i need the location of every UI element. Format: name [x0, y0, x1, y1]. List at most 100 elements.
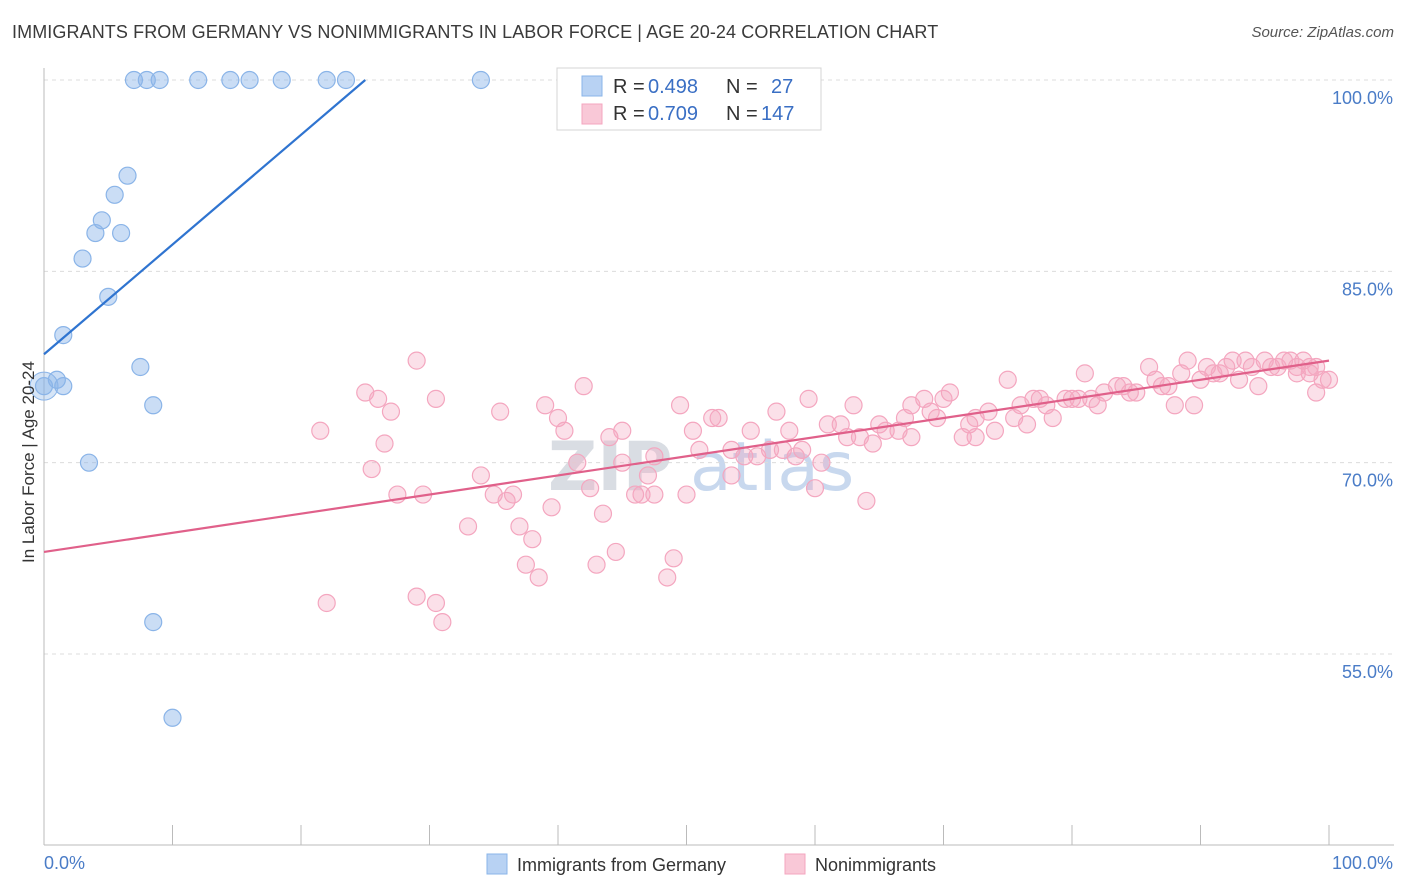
immigrants-point [118, 166, 137, 185]
legend-swatch-nonimmigrants [581, 103, 603, 125]
y-tick-label: 85.0% [1342, 279, 1393, 299]
immigrants-point [54, 326, 73, 345]
nonimmigrants-point [786, 447, 805, 466]
nonimmigrants-point [1184, 396, 1204, 415]
nonimmigrants-point [998, 370, 1017, 389]
immigrants-point [54, 377, 73, 396]
nonimmigrants-point [985, 421, 1005, 440]
nonimmigrants-point [799, 389, 818, 408]
nonimmigrants-point [1017, 415, 1037, 434]
nonimmigrants-point [1300, 364, 1319, 383]
correlation-legend: R = 0.498 N = 27 R = 0.709 N = 147 [556, 67, 822, 131]
x-tick-label-min: 0.0% [44, 853, 85, 873]
nonimmigrants-point [709, 408, 728, 428]
immigrants-point [221, 70, 240, 90]
nonimmigrants-point [587, 555, 606, 574]
legend-n-label-1: N = [726, 76, 758, 98]
legend-swatch-immigrants [581, 75, 603, 97]
nonimmigrants-point [670, 396, 690, 415]
y-axis-label: In Labor Force | Age 20-24 [19, 361, 38, 563]
immigrants-point [144, 613, 163, 632]
legend-r-label-2: R = [613, 103, 645, 125]
nonimmigrants-point [433, 613, 452, 632]
immigrants-points [29, 70, 490, 727]
nonimmigrants-points [311, 351, 1339, 632]
watermark: ZIP atlas [548, 428, 854, 507]
immigrants-point [105, 185, 124, 204]
legend-r-value-2: 0.709 [648, 103, 698, 125]
nonimmigrants-point [741, 421, 760, 440]
legend-label-nonimmigrants: Nonimmigrants [815, 855, 936, 875]
immigrants-point [111, 223, 131, 243]
nonimmigrants-point [311, 421, 330, 440]
legend-n-value-1: 27 [771, 76, 793, 98]
legend-label-immigrants: Immigrants from Germany [517, 855, 726, 875]
nonimmigrants-point [523, 530, 542, 549]
x-tick-label-max: 100.0% [1332, 853, 1393, 873]
nonimmigrants-point [503, 485, 523, 504]
nonimmigrants-point [722, 466, 741, 485]
nonimmigrants-point [1249, 377, 1268, 396]
nonimmigrants-point [458, 517, 478, 536]
legend-swatch-bottom-immigrants [486, 853, 508, 875]
nonimmigrants-point [555, 421, 574, 440]
nonimmigrants-point [645, 485, 664, 504]
nonimmigrants-point [966, 428, 985, 447]
nonimmigrants-point [1165, 396, 1184, 415]
nonimmigrants-point [767, 402, 786, 421]
series-legend: Immigrants from Germany Nonimmigrants [486, 853, 936, 875]
nonimmigrants-point [805, 479, 825, 498]
immigrants-point [131, 357, 150, 377]
nonimmigrants-point [1075, 364, 1094, 383]
nonimmigrants-point [426, 389, 446, 408]
chart-title: IMMIGRANTS FROM GERMANY VS NONIMMIGRANTS… [12, 22, 939, 42]
source-credit: Source: ZipAtlas.com [1251, 24, 1394, 41]
nonimmigrants-point [510, 517, 529, 536]
nonimmigrants-point [863, 434, 882, 453]
nonimmigrants-point [407, 587, 426, 606]
nonimmigrants-point [780, 421, 799, 440]
legend-n-label-2: N = [726, 103, 758, 125]
y-tick-label: 55.0% [1342, 662, 1393, 682]
nonimmigrants-point [369, 389, 388, 408]
nonimmigrants-point [703, 408, 722, 428]
nonimmigrants-point [902, 428, 921, 447]
y-tick-label: 100.0% [1332, 88, 1393, 108]
nonimmigrants-point [613, 453, 632, 472]
watermark-atlas: atlas [690, 428, 854, 507]
immigrants-point [317, 70, 336, 90]
nonimmigrants-point [407, 351, 426, 370]
immigrants-point [336, 70, 356, 90]
immigrants-point [79, 453, 99, 472]
nonimmigrants-point [362, 459, 381, 479]
nonimmigrants-point [625, 485, 645, 504]
nonimmigrants-point [1307, 383, 1326, 402]
axes: 55.0% 70.0% 85.0% 100.0% 0.0% 100.0% [43, 68, 1394, 873]
nonimmigrants-point [812, 453, 831, 472]
immigrants-point [137, 70, 156, 90]
nonimmigrants-point [568, 453, 587, 472]
immigrants-trend-line [43, 79, 366, 356]
legend-r-label-1: R = [613, 76, 645, 98]
nonimmigrants-point [664, 549, 683, 568]
trend-lines [43, 79, 1330, 554]
immigrants-point [189, 70, 208, 90]
y-tick-label: 70.0% [1342, 471, 1393, 491]
nonimmigrants-point [574, 377, 593, 396]
nonimmigrants-point [491, 402, 510, 421]
legend-swatch-bottom-nonimmigrants [784, 853, 806, 875]
immigrants-point [471, 70, 490, 90]
nonimmigrants-point [542, 498, 561, 517]
immigrants-point [163, 708, 182, 727]
immigrants-point [86, 223, 105, 243]
nonimmigrants-point [1178, 351, 1197, 370]
nonimmigrants-point [1223, 351, 1242, 370]
immigrants-point [144, 396, 163, 415]
immigrants-point-large [29, 371, 59, 401]
legend-r-value-1: 0.498 [648, 76, 698, 98]
immigrants-point [240, 70, 259, 90]
nonimmigrants-point [844, 396, 863, 415]
nonimmigrants-point [760, 440, 780, 460]
nonimmigrants-point [613, 421, 632, 440]
